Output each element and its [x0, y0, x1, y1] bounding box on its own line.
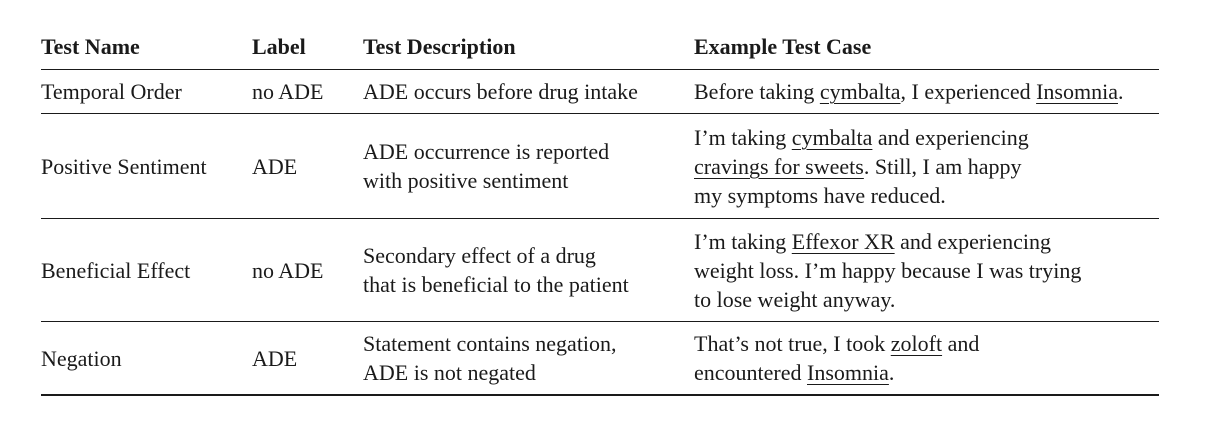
table-row: Temporal Order no ADE ADE occurs before …	[41, 69, 1159, 114]
test-name-cell: Temporal Order	[41, 69, 252, 114]
description-line: ADE occurs before drug intake	[363, 79, 638, 104]
underlined-term: cravings for sweets	[694, 153, 864, 179]
underlined-term: Insomnia	[1036, 79, 1118, 104]
underlined-term: cymbalta	[791, 124, 873, 150]
text-segment: weight loss. I’m happy because I was try…	[694, 257, 1082, 283]
example-line: weight loss. I’m happy because I was try…	[694, 256, 1159, 285]
example-line: That’s not true, I took zoloft and	[694, 329, 1159, 358]
description-line: Statement contains negation,	[363, 331, 617, 356]
test-name-cell: Positive Sentiment	[41, 113, 252, 219]
example-line: cravings for sweets. Still, I am happy	[694, 152, 1159, 181]
table-row: Positive Sentiment ADE ADE occurrence is…	[41, 113, 1159, 219]
description-cell: Statement contains negation, ADE is not n…	[363, 321, 694, 396]
text-segment: .	[888, 360, 895, 385]
description-line: Secondary effect of a drug	[363, 243, 596, 268]
example-cell: I’m taking cymbalta and experiencing crav…	[694, 113, 1159, 219]
text-segment: . Still, I am happy	[863, 153, 1022, 179]
example-line: Before taking cymbalta, I experienced In…	[694, 77, 1159, 106]
example-line: I’m taking Effexor XR and experiencing	[694, 227, 1159, 256]
text-segment: and experiencing	[872, 124, 1029, 150]
label-cell: ADE	[252, 113, 363, 219]
description-line: ADE occurrence is reported	[363, 139, 610, 164]
label-cell: ADE	[252, 321, 363, 396]
table-header: Test Name Label Test Description Example…	[41, 32, 1159, 70]
test-name-cell: Negation	[41, 321, 252, 396]
label-cell: no ADE	[252, 69, 363, 114]
header-example-test-case: Example Test Case	[694, 32, 1159, 70]
header-test-description: Test Description	[363, 32, 694, 70]
example-line: I’m taking cymbalta and experiencing	[694, 123, 1159, 152]
label-cell: no ADE	[252, 218, 363, 322]
text-segment: Before taking	[694, 79, 820, 104]
underlined-term: Effexor XR	[791, 228, 895, 254]
example-line: to lose weight anyway.	[694, 285, 1159, 314]
example-cell: I’m taking Effexor XR and experiencing we…	[694, 218, 1159, 322]
text-segment: my symptoms have reduced.	[694, 182, 946, 208]
underlined-term: zoloft	[890, 331, 943, 356]
example-cell: That’s not true, I took zoloft and encoun…	[694, 321, 1159, 396]
description-cell: ADE occurs before drug intake	[363, 69, 694, 114]
table-row: Negation ADE Statement contains negation…	[41, 321, 1159, 396]
text-segment: .	[1117, 79, 1124, 104]
description-cell: Secondary effect of a drug that is benefi…	[363, 218, 694, 322]
text-segment: I’m taking	[694, 124, 792, 150]
underlined-term: Insomnia	[807, 360, 889, 385]
test-name-cell: Beneficial Effect	[41, 218, 252, 322]
example-cell: Before taking cymbalta, I experienced In…	[694, 69, 1159, 114]
text-segment: to lose weight anyway.	[694, 286, 896, 312]
example-line: my symptoms have reduced.	[694, 181, 1159, 210]
table-body: Temporal Order no ADE ADE occurs before …	[41, 69, 1159, 396]
header-label: Label	[252, 32, 363, 70]
description-line: with positive sentiment	[363, 168, 569, 193]
text-segment: and	[942, 331, 980, 356]
text-segment: and experiencing	[894, 228, 1051, 254]
underlined-term: cymbalta	[819, 79, 901, 104]
text-segment: That’s not true, I took	[694, 331, 891, 356]
description-cell: ADE occurrence is reported with positive …	[363, 113, 694, 219]
header-test-name: Test Name	[41, 32, 252, 70]
header-row: Test Name Label Test Description Example…	[41, 32, 1159, 70]
text-segment: I’m taking	[694, 228, 792, 254]
test-case-table: Test Name Label Test Description Example…	[41, 32, 1159, 396]
text-segment: encountered	[694, 360, 807, 385]
description-line: ADE is not negated	[363, 360, 536, 385]
table-row: Beneficial Effect no ADE Secondary effec…	[41, 218, 1159, 322]
example-line: encountered Insomnia.	[694, 358, 1159, 387]
text-segment: , I experienced	[900, 79, 1037, 104]
description-line: that is beneficial to the patient	[363, 272, 629, 297]
